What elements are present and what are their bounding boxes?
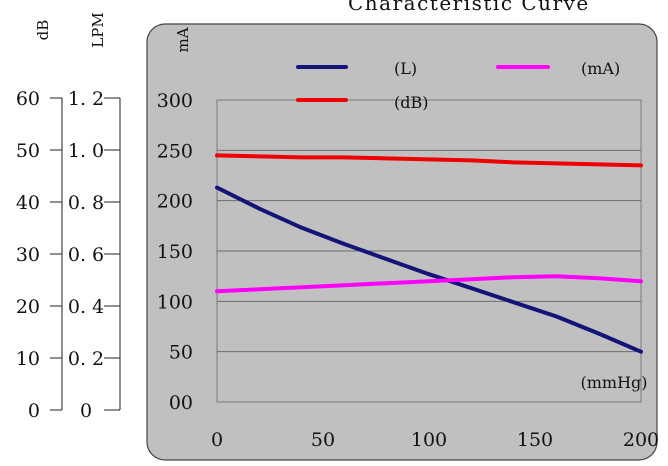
db-tick-label: 10 (16, 348, 40, 370)
x-tick-label: 150 (517, 429, 553, 451)
lpm-tick-label: 0. 8 (68, 192, 104, 214)
db-tick-label: 40 (16, 192, 40, 214)
x-tick-label: 200 (623, 429, 659, 451)
x-tick-label: 50 (311, 429, 335, 451)
legend-label: (dB) (394, 93, 428, 112)
legend: (L) (mA) (dB) (296, 59, 620, 112)
secondary-axes: dB 0 10 20 30 40 50 60 LPM 0 0. 2 0. 4 0. 6 0. 8 1. 0 1… (16, 12, 121, 422)
db-tick-label: 60 (16, 88, 40, 110)
lpm-tick-label: 0. 6 (68, 244, 104, 266)
db-tick-label: 0 (28, 400, 40, 422)
lpm-tick-label: 1. 0 (68, 140, 104, 162)
lpm-tick-label: 1. 2 (68, 88, 104, 110)
y-tick-label: 250 (157, 140, 193, 162)
chart-title: Characteristic Curve (348, 0, 590, 15)
y-tick-label: 300 (157, 90, 193, 112)
series-line-ma (215, 274, 643, 294)
legend-label: (L) (394, 59, 417, 78)
y-tick-label: 00 (169, 392, 193, 414)
legend-label: (mA) (581, 59, 620, 78)
db-tick-label: 50 (16, 140, 40, 162)
axes: 00 50 100 150 200 250 300 0 50 100 150 200 (157, 90, 659, 451)
series-line-l (215, 185, 643, 354)
db-tick-label: 20 (16, 296, 40, 318)
lpm-tick-label: 0 (80, 400, 92, 422)
lpm-tick-label: 0. 2 (68, 348, 104, 370)
lpm-tick-label: 0. 4 (68, 296, 104, 318)
series-line-db (215, 153, 643, 168)
db-axis-label: dB (34, 20, 52, 41)
x-tick-label: 0 (211, 429, 223, 451)
lpm-axis-label: LPM (89, 12, 107, 47)
y-tick-label: 50 (169, 342, 193, 364)
x-axis-label: (mmHg) (580, 373, 647, 392)
y-tick-label: 100 (157, 291, 193, 313)
series-lines (215, 153, 643, 354)
y-axis-label: mA (174, 27, 192, 52)
db-tick-label: 30 (16, 244, 40, 266)
grid-lines (217, 149, 641, 353)
x-tick-label: 100 (411, 429, 447, 451)
y-tick-label: 200 (157, 191, 193, 213)
y-tick-label: 150 (157, 241, 193, 263)
